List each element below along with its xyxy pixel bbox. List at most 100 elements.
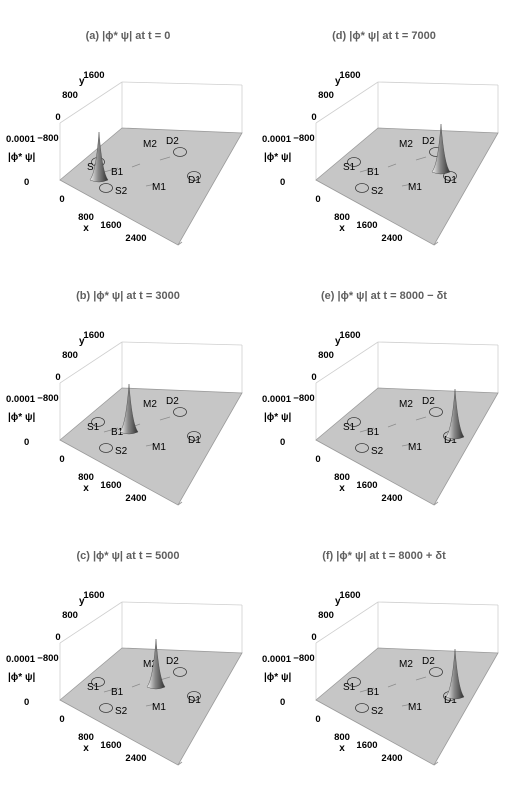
y-tick-label: 1600 bbox=[339, 330, 360, 341]
panel-f: S1 S2 B1 M1 M2 D1 D2 1600 800 0 −800 y 0.0001 0 |ϕ* ψ|… bbox=[256, 550, 512, 808]
base-plane bbox=[315, 127, 499, 246]
node-label-m2: M2 bbox=[143, 139, 157, 150]
y-tick-label: 800 bbox=[62, 90, 78, 101]
node-label-b1: B1 bbox=[111, 427, 124, 438]
panel-d: S1 S2 B1 M1 M2 D1 D2 1600 800 0 −800 y 0.0001 0 |ϕ* ψ|… bbox=[256, 30, 512, 288]
node-label-s1: S1 bbox=[87, 422, 100, 433]
ring-d2 bbox=[429, 407, 443, 417]
x-tick-label: 2400 bbox=[125, 753, 146, 764]
x-tick-label: 1600 bbox=[356, 220, 377, 231]
node-label-m2: M2 bbox=[143, 399, 157, 410]
ring-d1 bbox=[187, 431, 201, 441]
y-axis-label: y bbox=[335, 76, 341, 87]
ring-s2 bbox=[99, 703, 113, 713]
x-axis-label: x bbox=[83, 223, 89, 234]
node-label-d1: D1 bbox=[444, 175, 457, 186]
plot-box bbox=[59, 81, 243, 180]
x-tick-label: 2400 bbox=[381, 233, 402, 244]
node-label-m2: M2 bbox=[143, 659, 157, 670]
y-tick-label: 1600 bbox=[339, 70, 360, 81]
plot-box bbox=[315, 341, 499, 440]
x-tick-label: 0 bbox=[315, 194, 320, 205]
node-label-d1: D1 bbox=[188, 175, 201, 186]
panel-title: (b) |ϕ* ψ| at t = 3000 bbox=[76, 290, 180, 302]
x-tick-label: 800 bbox=[334, 212, 350, 223]
node-label-m1: M1 bbox=[152, 182, 166, 193]
z-tick-label: 0 bbox=[24, 177, 29, 188]
plot-box bbox=[59, 601, 243, 700]
peak-m1 bbox=[431, 123, 451, 175]
node-label-d2: D2 bbox=[166, 656, 179, 667]
x-tick-label: 0 bbox=[315, 454, 320, 465]
node-label-d2: D2 bbox=[166, 136, 179, 147]
y-tick-label: 0 bbox=[55, 632, 60, 643]
z-axis-label: |ϕ* ψ| bbox=[8, 672, 35, 683]
x-tick-label: 0 bbox=[59, 194, 64, 205]
y-tick-label: 0 bbox=[55, 372, 60, 383]
x-tick-label: 800 bbox=[78, 732, 94, 743]
x-axis-label: x bbox=[83, 743, 89, 754]
panel-a: S1 S2 B1 M1 M2 D1 D2 1600 800 0 −800 y 0.0001 0 |ϕ* ψ|… bbox=[0, 30, 256, 288]
ring-s1 bbox=[347, 157, 361, 167]
y-axis-label: y bbox=[335, 596, 341, 607]
node-label-d2: D2 bbox=[166, 396, 179, 407]
ring-d1 bbox=[443, 171, 457, 181]
channel-lines bbox=[103, 676, 171, 707]
ring-s1 bbox=[91, 677, 105, 687]
peak-s1 bbox=[89, 131, 109, 183]
plot-box bbox=[315, 81, 499, 180]
z-axis-label: |ϕ* ψ| bbox=[264, 152, 291, 163]
ring-s2 bbox=[355, 183, 369, 193]
node-label-m1: M1 bbox=[152, 442, 166, 453]
y-tick-label: 800 bbox=[318, 90, 334, 101]
y-tick-label: −800 bbox=[293, 133, 314, 144]
x-tick-label: 1600 bbox=[100, 480, 121, 491]
x-tick-label: 2400 bbox=[125, 493, 146, 504]
x-tick-label: 0 bbox=[59, 714, 64, 725]
z-axis-label: |ϕ* ψ| bbox=[8, 152, 35, 163]
node-label-m1: M1 bbox=[408, 702, 422, 713]
ring-s1 bbox=[347, 677, 361, 687]
y-tick-label: 1600 bbox=[83, 70, 104, 81]
z-axis-label: |ϕ* ψ| bbox=[264, 672, 291, 683]
x-tick-label: 0 bbox=[315, 714, 320, 725]
x-tick-label: 1600 bbox=[356, 740, 377, 751]
y-axis-label: y bbox=[79, 76, 85, 87]
ring-d2 bbox=[173, 667, 187, 677]
node-label-s2: S2 bbox=[115, 186, 128, 197]
ring-d2 bbox=[173, 147, 187, 157]
plot-box bbox=[59, 341, 243, 440]
x-tick-label: 800 bbox=[334, 732, 350, 743]
node-label-m1: M1 bbox=[408, 442, 422, 453]
z-tick-label: 0 bbox=[24, 697, 29, 708]
ring-s1 bbox=[91, 417, 105, 427]
node-label-s2: S2 bbox=[371, 446, 384, 457]
z-tick-label: 0.0001 bbox=[6, 134, 36, 145]
panel-title: (a) |ϕ* ψ| at t = 0 bbox=[85, 30, 171, 42]
x-tick-label: 2400 bbox=[381, 493, 402, 504]
z-tick-label: 0.0001 bbox=[6, 654, 36, 665]
panel-title: (f) |ϕ* ψ| at t = 8000 + δt bbox=[322, 550, 446, 562]
panel-title: (e) |ϕ* ψ| at t = 8000 − δt bbox=[321, 290, 447, 302]
node-label-d1: D1 bbox=[444, 435, 457, 446]
z-tick-label: 0.0001 bbox=[262, 654, 292, 665]
x-axis-label: x bbox=[339, 223, 345, 234]
node-label-m2: M2 bbox=[399, 659, 413, 670]
peak-d1 bbox=[445, 388, 465, 440]
base-plane bbox=[59, 127, 243, 246]
x-tick-label: 1600 bbox=[356, 480, 377, 491]
y-tick-label: 800 bbox=[318, 610, 334, 621]
y-tick-label: 800 bbox=[318, 350, 334, 361]
z-axis-label: |ϕ* ψ| bbox=[8, 412, 35, 423]
ring-s1 bbox=[347, 417, 361, 427]
channel-lines bbox=[359, 156, 427, 187]
y-tick-label: −800 bbox=[37, 653, 58, 664]
node-label-d1: D1 bbox=[188, 695, 201, 706]
x-tick-label: 0 bbox=[59, 454, 64, 465]
node-label-d1: D1 bbox=[188, 435, 201, 446]
ring-d2 bbox=[429, 667, 443, 677]
y-tick-label: 800 bbox=[62, 350, 78, 361]
